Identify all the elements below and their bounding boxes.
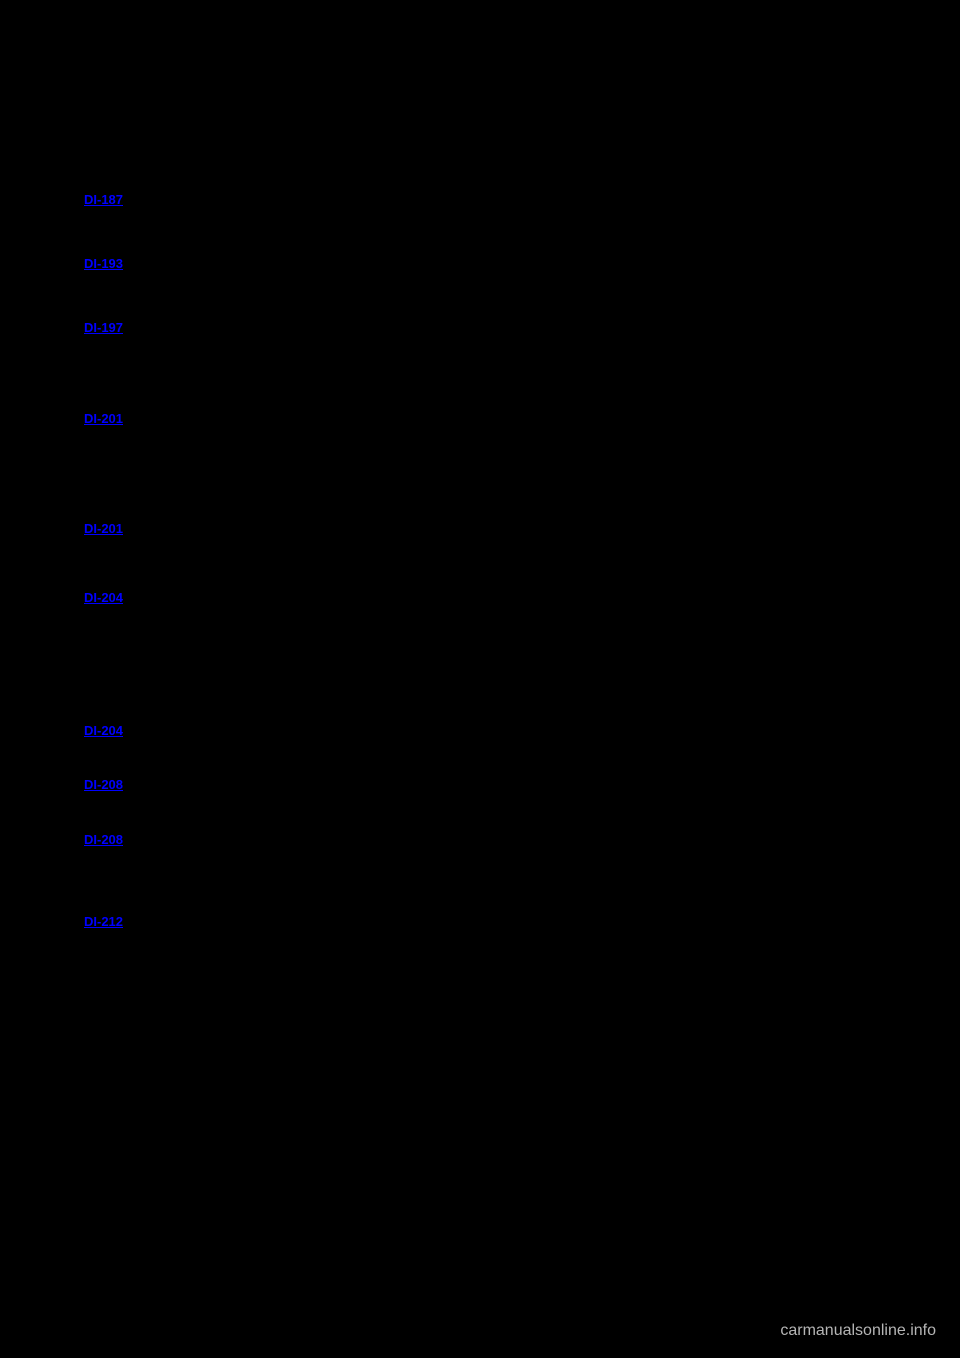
reference-link[interactable]: DI-193 bbox=[84, 256, 123, 271]
reference-link[interactable]: DI-212 bbox=[84, 914, 123, 929]
reference-link[interactable]: DI-204 bbox=[84, 590, 123, 605]
reference-link[interactable]: DI-204 bbox=[84, 723, 123, 738]
reference-link[interactable]: DI-197 bbox=[84, 320, 123, 335]
reference-link[interactable]: DI-201 bbox=[84, 521, 123, 536]
reference-link[interactable]: DI-187 bbox=[84, 192, 123, 207]
reference-link[interactable]: DI-201 bbox=[84, 411, 123, 426]
watermark-text: carmanualsonline.info bbox=[780, 1322, 936, 1340]
reference-link[interactable]: DI-208 bbox=[84, 777, 123, 792]
reference-link[interactable]: DI-208 bbox=[84, 832, 123, 847]
